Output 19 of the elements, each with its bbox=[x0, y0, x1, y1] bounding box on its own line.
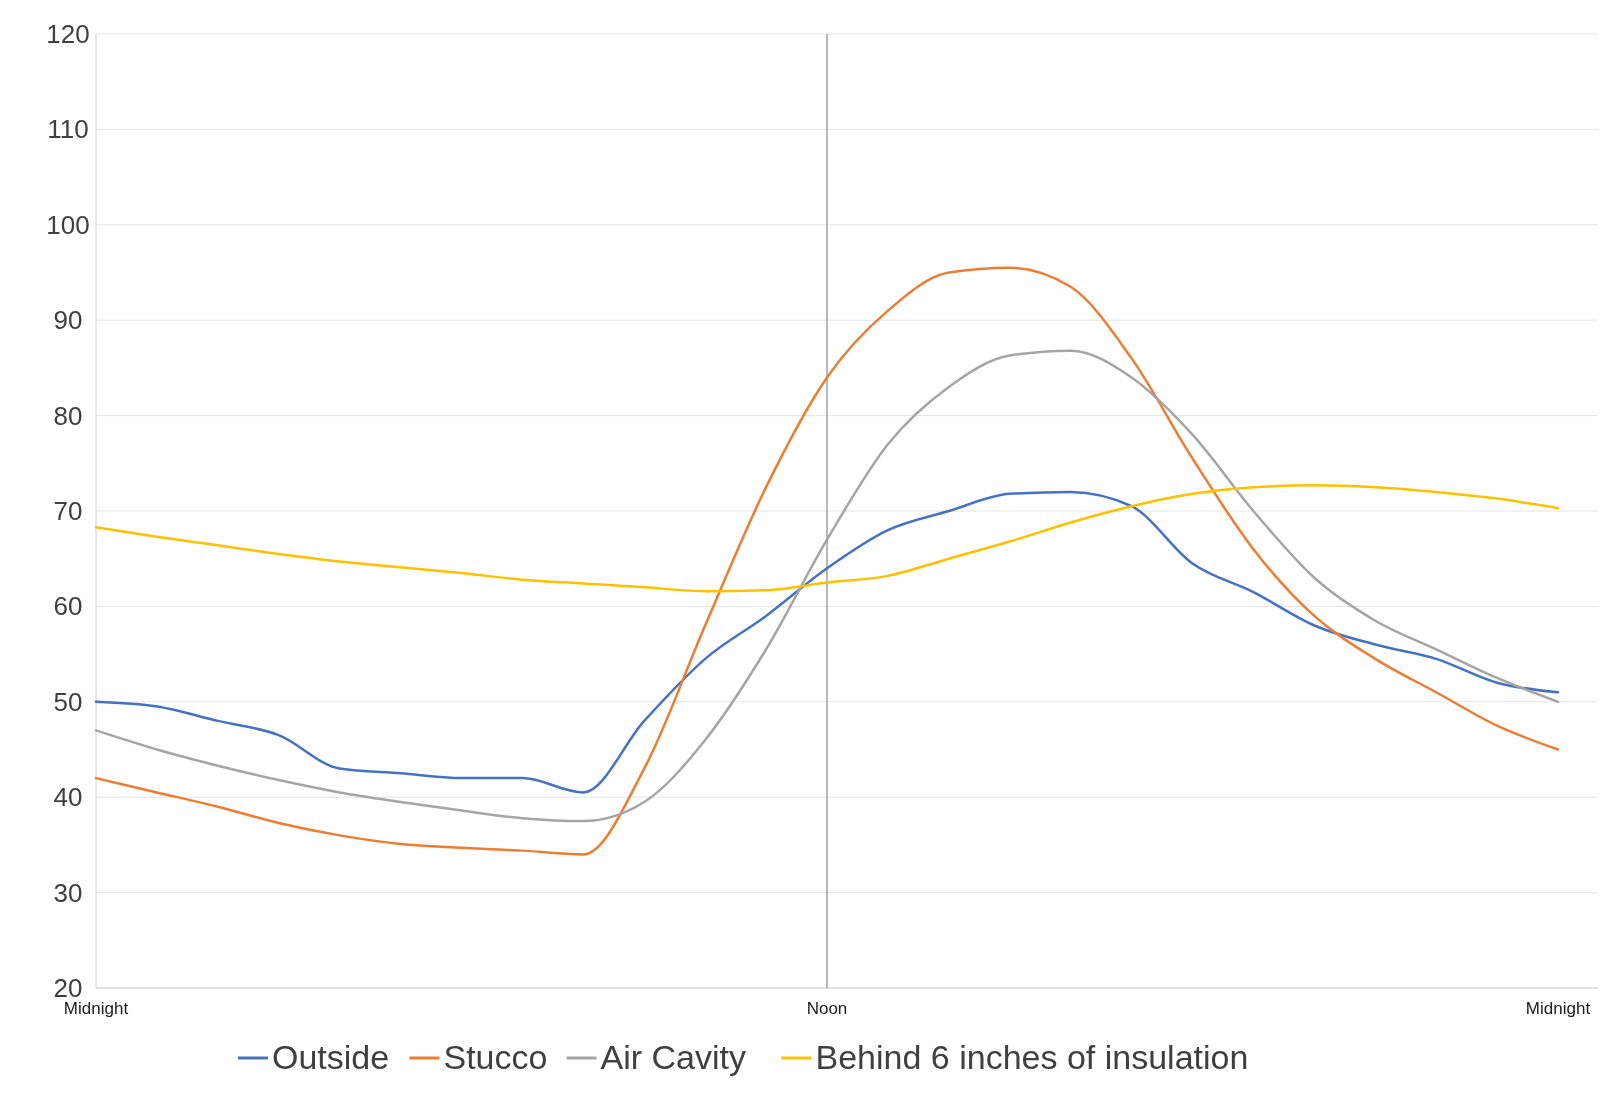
y-tick-label: 30 bbox=[53, 877, 83, 908]
y-tick-label: 90 bbox=[53, 305, 83, 336]
legend-label: Outside bbox=[272, 1038, 390, 1076]
y-tick-label: 110 bbox=[47, 114, 89, 145]
x-tick-label: Midnight bbox=[1525, 999, 1591, 1018]
y-tick-label: 70 bbox=[53, 496, 83, 526]
y-tick-label: 120 bbox=[46, 19, 90, 49]
line-series bbox=[94, 266, 1560, 856]
x-tick-label: Noon bbox=[806, 999, 848, 1018]
y-tick-label: 50 bbox=[53, 686, 83, 717]
y-tick-label: 60 bbox=[53, 591, 83, 622]
y-tick-label: 40 bbox=[53, 782, 83, 813]
legend-label: Stucco bbox=[443, 1038, 548, 1076]
line-series bbox=[94, 483, 1560, 593]
y-tick-label: 80 bbox=[53, 400, 83, 431]
y-tick-label: 100 bbox=[46, 209, 90, 240]
legend-label: Air Cavity bbox=[600, 1038, 746, 1076]
legend-label: Behind 6 inches of insulation bbox=[815, 1038, 1249, 1076]
line-series bbox=[94, 490, 1560, 794]
